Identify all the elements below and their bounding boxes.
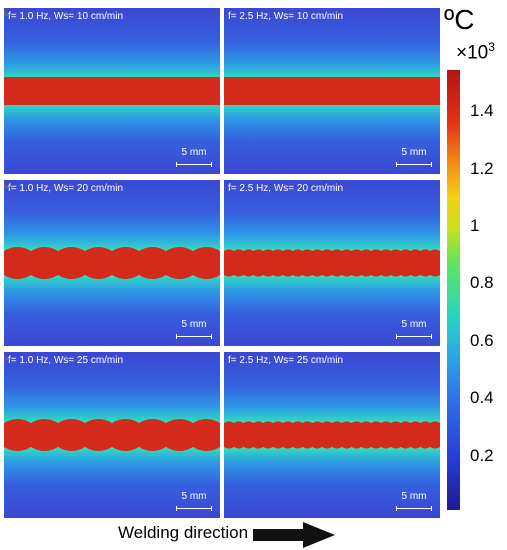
scale-bar-label: 5 mm (181, 491, 207, 502)
colorbar-tick-label: 1.4 (470, 101, 494, 120)
temperature-field (224, 8, 440, 174)
scale-bar: 5 mm (396, 491, 432, 511)
colorbar-multiplier: ×103 (456, 40, 495, 64)
panel-f1-ws10: f= 1.0 Hz, Ws= 10 cm/min 5 mm (4, 8, 220, 174)
panel-f1-ws25: f= 1.0 Hz, Ws= 25 cm/min 5 mm (4, 352, 220, 518)
temperature-field (4, 8, 220, 174)
panel-label: f= 1.0 Hz, Ws= 20 cm/min (8, 183, 124, 194)
temperature-field (224, 352, 440, 518)
axes-triad-icon (4, 354, 10, 360)
weld-bead (4, 77, 220, 105)
right-arrow-icon (253, 522, 335, 548)
weld-bead (4, 247, 220, 279)
panel-f2-5-ws25: f= 2.5 Hz, Ws= 25 cm/min 5 mm (224, 352, 440, 518)
panel-f2-5-ws10: f= 2.5 Hz, Ws= 10 cm/min 5 mm (224, 8, 440, 174)
weld-bead (224, 421, 440, 449)
welding-direction-caption: Welding direction (118, 520, 348, 550)
weld-bead (4, 419, 220, 451)
temperature-field (224, 180, 440, 346)
scale-bar-label: 5 mm (181, 147, 207, 158)
temperature-field (4, 352, 220, 518)
colorbar-unit: ºC (444, 4, 475, 35)
panel-label: f= 1.0 Hz, Ws= 10 cm/min (8, 11, 124, 22)
scale-bar-label: 5 mm (181, 319, 207, 330)
colorbar-tick-label: 1 (470, 216, 480, 235)
colorbar-tick-label: 0.4 (470, 388, 494, 407)
scale-bar: 5 mm (396, 147, 432, 167)
temperature-field (4, 180, 220, 346)
panel-label: f= 2.5 Hz, Ws= 20 cm/min (228, 183, 344, 194)
weld-bead (224, 77, 440, 105)
weld-bead (224, 249, 440, 277)
panel-f1-ws20: f= 1.0 Hz, Ws= 20 cm/min 5 mm (4, 180, 220, 346)
welding-direction-label: Welding direction (118, 523, 249, 542)
scale-bar-label: 5 mm (401, 319, 427, 330)
colorbar-tick-label: 0.8 (470, 273, 494, 292)
colorbar-tick-label: 0.2 (470, 446, 494, 465)
axes-triad-icon (4, 182, 10, 188)
scale-bar: 5 mm (176, 147, 212, 167)
axes-triad-icon (4, 10, 10, 16)
scale-bar-label: 5 mm (401, 491, 427, 502)
panel-label: f= 2.5 Hz, Ws= 10 cm/min (228, 11, 344, 22)
scale-bar: 5 mm (176, 491, 212, 511)
colorbar-tick-label: 0.6 (470, 331, 494, 350)
scale-bar-label: 5 mm (401, 147, 427, 158)
panel-f2-5-ws20: f= 2.5 Hz, Ws= 20 cm/min 5 mm (224, 180, 440, 346)
colorbar-tick-label: 1.2 (470, 159, 494, 178)
colorbar-gradient (447, 70, 460, 510)
temperature-map-grid: f= 1.0 Hz, Ws= 10 cm/min 5 mm f= 2.5 Hz,… (4, 8, 442, 518)
scale-bar: 5 mm (396, 319, 432, 339)
scale-bar: 5 mm (176, 319, 212, 339)
panel-label: f= 2.5 Hz, Ws= 25 cm/min (228, 355, 344, 366)
panel-label: f= 1.0 Hz, Ws= 25 cm/min (8, 355, 124, 366)
